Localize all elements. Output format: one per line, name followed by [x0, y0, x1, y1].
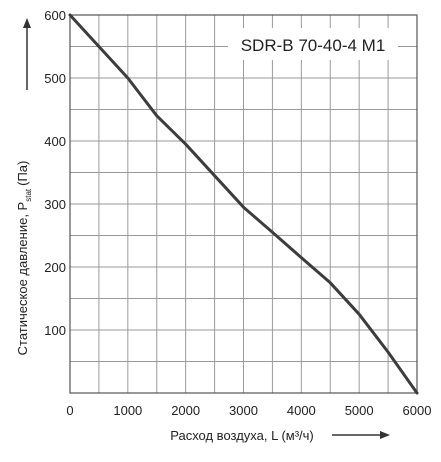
x-tick-label: 6000: [403, 403, 432, 418]
y-tick-label: 300: [44, 197, 66, 212]
y-axis-label-main: Статическое давление, P: [15, 202, 30, 356]
y-tick-label: 400: [44, 134, 66, 149]
y-axis-label: Статическое давление, Pstat (Па): [15, 161, 33, 356]
x-axis-arrow: [332, 431, 390, 439]
x-tick-label: 0: [66, 403, 73, 418]
y-tick-label: 600: [44, 8, 66, 23]
y-axis-label-unit: (Па): [15, 161, 30, 186]
x-tick-label: 1000: [113, 403, 142, 418]
x-tick-label: 3000: [229, 403, 258, 418]
y-axis-arrow: [23, 18, 31, 90]
x-tick-label: 4000: [287, 403, 316, 418]
chart-title: SDR-B 70-40-4 M1: [241, 36, 386, 55]
y-tick-label: 200: [44, 260, 66, 275]
labels: 0 1000 2000 3000 4000 5000 6000 100 200 300 400 500…: [44, 8, 431, 418]
y-tick-label: 500: [44, 71, 66, 86]
y-tick-label: 100: [44, 323, 66, 338]
x-tick-label: 2000: [171, 403, 200, 418]
y-axis-label-subscript: stat: [24, 188, 33, 202]
x-tick-label: 5000: [345, 403, 374, 418]
x-axis-label: Расход воздуха, L (м³/ч): [170, 428, 314, 443]
